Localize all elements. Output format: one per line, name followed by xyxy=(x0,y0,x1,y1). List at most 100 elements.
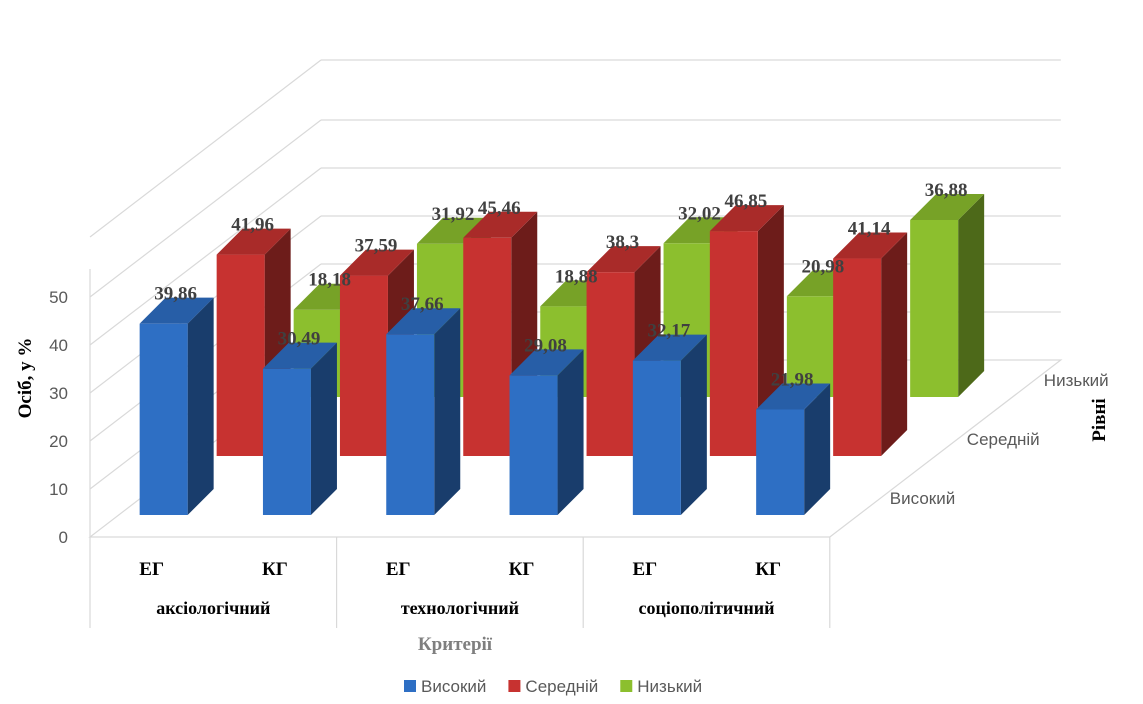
data-label: 21,98 xyxy=(771,369,814,390)
legend-label: Низький xyxy=(637,677,702,696)
data-label: 39,86 xyxy=(154,284,197,305)
legend-item: Високий xyxy=(404,677,486,696)
bar-side xyxy=(187,297,214,515)
data-label: 41,96 xyxy=(231,215,274,236)
bar xyxy=(833,232,908,456)
data-label: 37,66 xyxy=(401,294,444,315)
bar-front xyxy=(339,275,388,456)
bar-front xyxy=(139,323,188,515)
legend-label: Високий xyxy=(421,677,486,696)
data-label: 31,92 xyxy=(432,204,475,225)
x-tick-label: КГ xyxy=(262,559,288,580)
legend: Високий Середній Низький xyxy=(404,677,702,696)
x-tick-label: КГ xyxy=(755,559,781,580)
bar-front xyxy=(709,231,758,456)
data-label: 30,49 xyxy=(278,329,321,350)
bar-top xyxy=(586,246,661,273)
bar xyxy=(910,193,985,397)
bar-side xyxy=(958,193,985,397)
bar-top xyxy=(509,349,584,376)
x-tick-label: ЕГ xyxy=(632,559,657,580)
legend-swatch xyxy=(404,680,416,692)
bar-front xyxy=(216,254,265,456)
y-tick-label: 30 xyxy=(49,384,68,403)
bar-top xyxy=(386,308,461,335)
bar-top xyxy=(416,217,491,244)
y-axis-ticks: 0 10 20 30 40 50 xyxy=(49,288,68,547)
y-axis-title: Осіб, у % xyxy=(15,338,36,419)
bars xyxy=(139,193,985,515)
legend-swatch xyxy=(508,680,521,692)
bar xyxy=(139,297,214,515)
bar-front xyxy=(833,258,882,456)
bar-side xyxy=(557,349,584,515)
bar xyxy=(386,308,461,515)
y-tick-label: 20 xyxy=(49,432,68,451)
bar-top xyxy=(910,193,985,220)
bar-side xyxy=(310,342,337,515)
gridline-side xyxy=(89,119,322,298)
bar-front xyxy=(262,368,311,515)
bar xyxy=(509,349,584,515)
data-label: 36,88 xyxy=(925,180,968,201)
data-label: 32,02 xyxy=(678,203,721,224)
depth-axis-labels: Високий Середній Низький xyxy=(890,371,1109,508)
bar-top xyxy=(262,342,337,369)
x-group-label: технологічний xyxy=(401,598,519,618)
data-label: 46,85 xyxy=(724,191,767,212)
bar-front xyxy=(386,334,435,515)
y-tick-label: 0 xyxy=(59,528,68,547)
y-tick-label: 40 xyxy=(49,336,68,355)
x-axis: ЕГ КГ ЕГ КГ ЕГ КГ аксіологічний технологічний со… xyxy=(89,537,831,628)
depth-label: Низький xyxy=(1044,371,1109,390)
bar-top xyxy=(632,334,707,361)
data-label: 18,88 xyxy=(555,266,598,287)
bar-front xyxy=(756,409,805,515)
x-group-label: соціополітичний xyxy=(638,598,774,618)
legend-item: Середній xyxy=(508,677,598,696)
bar-top xyxy=(709,205,784,232)
data-labels: 18,18 31,92 18,88 32,02 20,98 36,88 41,96 37,59… xyxy=(154,180,967,391)
data-label: 45,46 xyxy=(478,198,521,219)
data-label: 20,98 xyxy=(801,256,844,277)
y-tick-label: 10 xyxy=(49,480,68,499)
bar xyxy=(262,342,337,515)
bar-top xyxy=(216,228,291,255)
bar-top xyxy=(463,211,538,238)
bar-front xyxy=(586,272,635,456)
x-tick-label: КГ xyxy=(509,559,535,580)
depth-label: Середній xyxy=(967,430,1040,449)
x-axis-title: Критерії xyxy=(418,634,493,655)
x-group-label: аксіологічний xyxy=(156,598,270,618)
data-label: 18,18 xyxy=(308,270,351,291)
bar-side xyxy=(680,334,707,515)
data-label: 41,14 xyxy=(848,219,891,240)
x-tick-label: ЕГ xyxy=(386,559,411,580)
bar-front xyxy=(632,360,681,515)
depth-label: Високий xyxy=(890,489,955,508)
gridline-side xyxy=(89,59,322,238)
data-label: 32,17 xyxy=(647,321,690,342)
bar-top xyxy=(756,383,831,410)
gridline-side xyxy=(89,167,322,346)
data-label: 37,59 xyxy=(355,236,398,257)
y-tick-label: 50 xyxy=(49,288,68,307)
bar-side xyxy=(804,383,831,515)
data-label: 29,08 xyxy=(524,335,567,356)
bar-top xyxy=(139,297,214,324)
bar-front xyxy=(463,237,512,456)
legend-item: Низький xyxy=(620,677,702,696)
legend-swatch xyxy=(620,680,633,692)
bar-side xyxy=(434,308,461,515)
x-tick-label: ЕГ xyxy=(139,559,164,580)
bar-top xyxy=(339,249,414,276)
bar-side xyxy=(881,232,908,456)
bar-front xyxy=(786,296,835,397)
bar xyxy=(756,383,831,515)
bar-front xyxy=(910,219,959,397)
data-label: 38,3 xyxy=(606,232,639,253)
depth-axis-title: Рівні xyxy=(1089,398,1110,441)
bar-front xyxy=(509,375,558,515)
bar xyxy=(632,334,707,515)
